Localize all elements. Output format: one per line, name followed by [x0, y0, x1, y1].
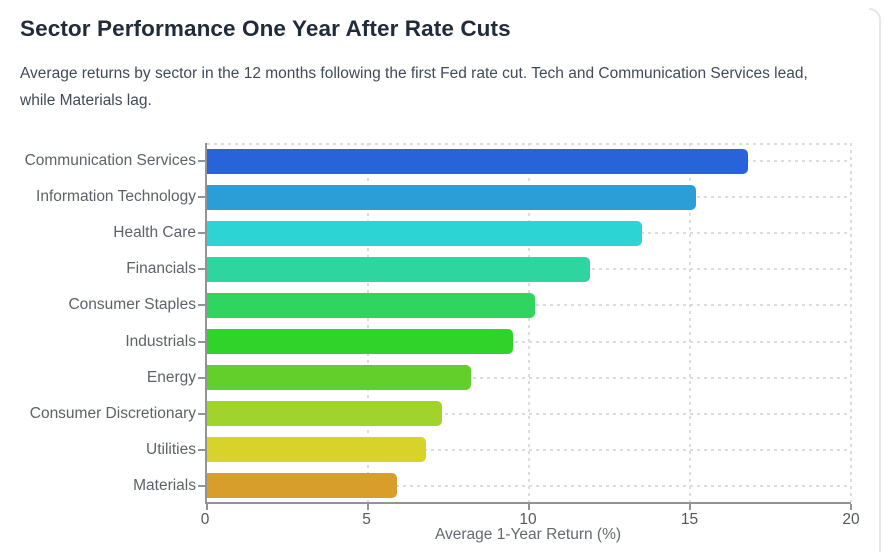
y-tick-utilities: [198, 448, 205, 451]
bar-financials[interactable]: [207, 256, 591, 282]
y-tick-health-care: [198, 232, 205, 235]
bar-health-care[interactable]: [207, 220, 642, 246]
gridline-x-10: [528, 143, 530, 502]
y-tick-consumer-staples: [198, 304, 205, 307]
y-axis-category-labels: Communication Services Information Techno…: [0, 143, 196, 504]
gridline-x-5: [367, 143, 369, 502]
x-tick-mark-10: [528, 504, 530, 510]
x-tick-mark-5: [367, 504, 369, 510]
x-tick-mark-20: [850, 504, 852, 510]
x-tick-mark-0: [206, 504, 208, 510]
category-label-communication-services: Communication Services: [24, 152, 196, 170]
y-tick-information-technology: [198, 196, 205, 199]
gridline-row-utilities: [207, 448, 851, 451]
category-label-consumer-discretionary: Consumer Discretionary: [29, 404, 196, 422]
bar-industrials[interactable]: [207, 329, 513, 355]
chart-title: Sector Performance One Year After Rate C…: [20, 16, 511, 41]
category-label-consumer-staples: Consumer Staples: [68, 296, 196, 314]
bar-consumer-discretionary[interactable]: [207, 401, 443, 427]
bar-utilities[interactable]: [207, 437, 426, 463]
category-label-health-care: Health Care: [113, 224, 196, 242]
x-tick-label-15: 15: [680, 511, 699, 528]
y-tick-industrials: [198, 340, 205, 343]
y-tick-consumer-discretionary: [198, 412, 205, 415]
bar-consumer-staples[interactable]: [207, 292, 536, 318]
category-label-materials: Materials: [133, 476, 196, 494]
category-label-energy: Energy: [146, 368, 196, 386]
gridline-x-20: [850, 143, 852, 502]
bar-communication-services[interactable]: [207, 148, 748, 174]
x-tick-mark-15: [689, 504, 691, 510]
x-axis-tick-labels: 0 5 10 15 20: [201, 511, 860, 529]
bar-energy[interactable]: [207, 365, 472, 391]
bar-materials[interactable]: [207, 473, 397, 499]
category-label-industrials: Industrials: [125, 332, 196, 350]
y-tick-energy: [198, 376, 205, 379]
bar-information-technology[interactable]: [207, 184, 697, 210]
y-tick-financials: [198, 268, 205, 271]
x-tick-label-10: 10: [519, 511, 537, 528]
y-tick-materials: [198, 484, 205, 487]
gridline-row-consumer-discretionary: [207, 412, 851, 415]
chart-subtitle: Average returns by sector in the 12 mont…: [20, 65, 808, 109]
category-label-utilities: Utilities: [146, 440, 196, 458]
y-tick-communication-services: [198, 160, 205, 163]
plot-area: [198, 143, 852, 510]
x-tick-label-0: 0: [200, 511, 210, 528]
category-label-financials: Financials: [126, 260, 196, 278]
x-tick-label-5: 5: [362, 511, 371, 528]
x-axis-title: Average 1-Year Return (%): [434, 526, 622, 543]
card-right-border: [869, 8, 881, 552]
category-label-information-technology: Information Technology: [36, 188, 196, 206]
x-tick-label-20: 20: [842, 511, 860, 528]
gridline-row-materials: [207, 484, 851, 487]
gridline-x-15: [689, 143, 691, 502]
gridline-row-industrials: [207, 340, 851, 343]
gridline-row-energy: [207, 376, 851, 379]
